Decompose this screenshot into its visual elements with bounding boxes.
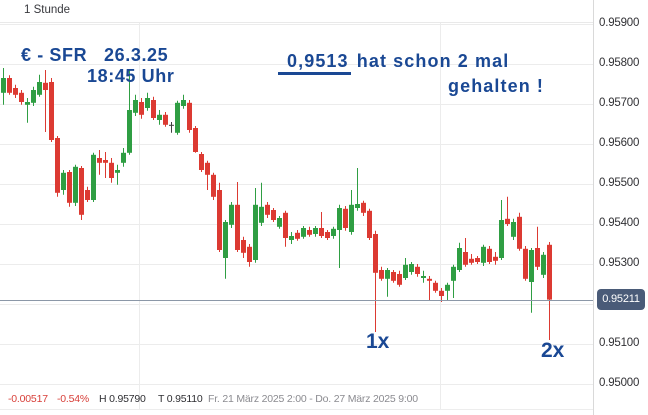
axis-price-label: 0.95000	[599, 377, 640, 389]
axis-price-label: 0.95400	[599, 217, 640, 229]
price-axis[interactable]: 0.95900 0.95800 0.95700 0.95600 0.95500 0.954…	[593, 0, 648, 415]
status-date-range: Fr. 21 März 2025 2:00 - Do. 27 März 2025…	[208, 393, 418, 405]
bottom-divider	[0, 409, 648, 410]
status-change: -0.00517	[8, 393, 48, 405]
annotation-instrument-date[interactable]: € - SFR 26.3.25	[21, 45, 169, 65]
marker-1x[interactable]: 1x	[366, 330, 390, 353]
axis-price-label: 0.95100	[599, 337, 640, 349]
chart-canvas[interactable]	[0, 0, 593, 415]
status-session-high: H 0.95790	[99, 393, 146, 405]
support-level-text: 0,9513	[278, 51, 351, 75]
axis-price-label: 0.95900	[599, 17, 640, 29]
axis-price-label: 0.95500	[599, 177, 640, 189]
toolbar: 1 Stunde	[0, 0, 593, 23]
axis-price-label: 0.95700	[599, 97, 640, 109]
support-note-text: hat schon 2 mal	[350, 51, 510, 71]
axis-price-label: 0.95800	[599, 57, 640, 69]
axis-price-label: 0.95600	[599, 137, 640, 149]
annotation-support-note-line2[interactable]: gehalten !	[448, 76, 545, 96]
annotation-support-note[interactable]: 0,9513 hat schon 2 mal	[278, 51, 510, 75]
price-badge: 0.95211	[597, 289, 645, 311]
annotation-time[interactable]: 18:45 Uhr	[87, 66, 175, 86]
status-session-low: T 0.95110	[158, 393, 203, 405]
marker-2x[interactable]: 2x	[541, 339, 565, 362]
timeframe-selector[interactable]: 1 Stunde	[24, 4, 71, 16]
status-change-percent: -0.54%	[57, 393, 90, 405]
candlestick-chart[interactable]: € - SFR 26.3.25 18:45 Uhr 0,9513 hat sch…	[0, 0, 593, 415]
axis-price-label: 0.95300	[599, 257, 640, 269]
status-bar: -0.00517 -0.54% H 0.95790 T 0.95110 Fr. …	[0, 389, 593, 410]
